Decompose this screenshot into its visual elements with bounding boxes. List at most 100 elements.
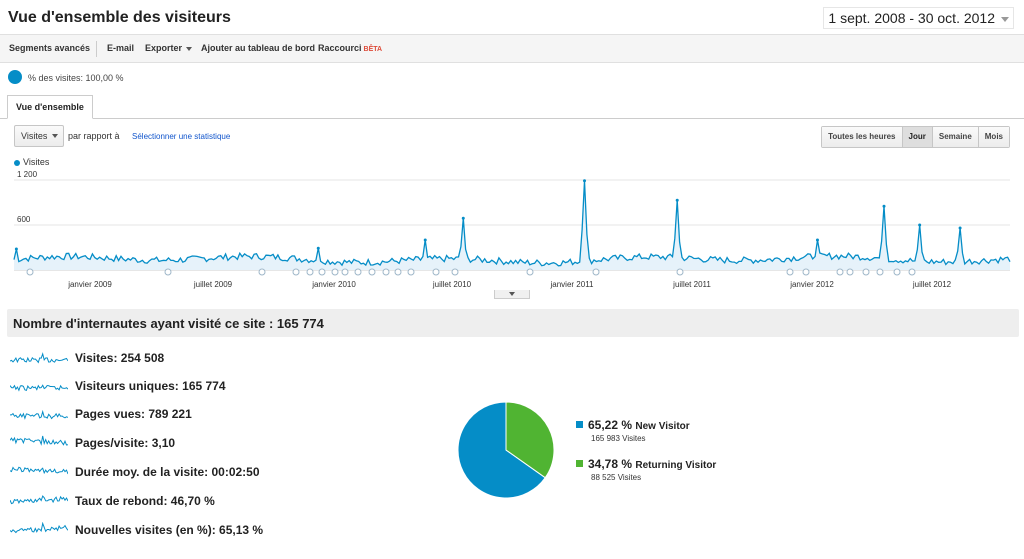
pie-chart-icon xyxy=(8,70,22,84)
shortcut-label: Raccourci xyxy=(318,43,362,53)
annotation-marker-icon[interactable] xyxy=(432,268,440,276)
x-tick-label: janvier 2011 xyxy=(550,280,595,289)
title-bar: Vue d'ensemble des visiteurs 1 sept. 200… xyxy=(0,0,1024,34)
annotation-marker-icon[interactable] xyxy=(331,268,339,276)
metric-row[interactable]: Pages/visite: 3,10 xyxy=(10,433,410,453)
pie-slice-returning-visitor[interactable] xyxy=(505,401,555,479)
sparkline-icon xyxy=(10,522,68,534)
metric-unique-visitors: Visiteurs uniques: 165 774 xyxy=(75,379,226,393)
sparkline-icon xyxy=(10,466,68,475)
annotation-marker-icon[interactable] xyxy=(876,268,884,276)
annotation-marker-icon[interactable] xyxy=(786,268,794,276)
annotation-marker-icon[interactable] xyxy=(258,268,266,276)
visits-series-line xyxy=(13,180,1011,267)
granularity-week-button[interactable]: Semaine xyxy=(931,127,978,147)
metric-select[interactable]: Visites xyxy=(14,125,64,147)
advanced-segments-button[interactable]: Segments avancés xyxy=(9,43,91,53)
select-metric-link[interactable]: Sélectionner une statistique xyxy=(132,132,231,141)
export-button[interactable]: Exporter xyxy=(145,43,193,53)
chart-legend: Visites xyxy=(14,157,49,167)
annotation-marker-icon[interactable] xyxy=(451,268,459,276)
peak-point[interactable] xyxy=(14,247,18,251)
date-range-label: 1 sept. 2008 - 30 oct. 2012 xyxy=(828,10,995,26)
peak-point[interactable] xyxy=(675,198,679,202)
tab-overview[interactable]: Vue d'ensemble xyxy=(7,95,93,119)
metric-row[interactable]: Pages vues: 789 221 xyxy=(10,404,410,424)
granularity-switcher: Toutes les heures Jour Semaine Mois xyxy=(821,126,1010,148)
annotation-marker-icon[interactable] xyxy=(893,268,901,276)
annotation-marker-icon[interactable] xyxy=(526,268,534,276)
sparkline-icon xyxy=(10,384,68,392)
granularity-month-button[interactable]: Mois xyxy=(977,127,1009,147)
new-visitor-visits: 165 983 Visites xyxy=(591,434,646,443)
peak-point[interactable] xyxy=(583,179,587,183)
metric-row[interactable]: Durée moy. de la visite: 00:02:50 xyxy=(10,462,410,482)
annotation-marker-icon[interactable] xyxy=(908,268,916,276)
annotation-marker-icon[interactable] xyxy=(802,268,810,276)
annotation-marker-icon[interactable] xyxy=(292,268,300,276)
returning-visitor-label: Returning Visitor xyxy=(635,460,717,471)
granularity-hourly-button[interactable]: Toutes les heures xyxy=(822,127,902,147)
annotation-marker-icon[interactable] xyxy=(164,268,172,276)
annotation-marker-icon[interactable] xyxy=(862,268,870,276)
peak-point[interactable] xyxy=(461,216,465,220)
annotation-marker-icon[interactable] xyxy=(368,268,376,276)
returning-visitor-visits: 88 525 Visites xyxy=(591,473,642,482)
metric-row[interactable]: Nouvelles visites (en %): 65,13 % xyxy=(10,520,410,540)
y-tick-label: 600 xyxy=(17,215,31,224)
annotation-marker-icon[interactable] xyxy=(394,268,402,276)
peak-point[interactable] xyxy=(918,223,922,227)
peak-point[interactable] xyxy=(316,246,320,250)
annotation-marker-icon[interactable] xyxy=(26,268,34,276)
report-toolbar: Segments avancés E-mail Exporter Ajouter… xyxy=(0,34,1024,63)
metric-row[interactable]: Taux de rebond: 46,70 % xyxy=(10,491,410,511)
peak-point[interactable] xyxy=(815,238,819,242)
annotation-marker-icon[interactable] xyxy=(592,268,600,276)
metric-avg-duration: Durée moy. de la visite: 00:02:50 xyxy=(75,465,260,479)
export-label: Exporter xyxy=(145,43,183,53)
visits-area-fill xyxy=(14,180,1010,270)
annotation-marker-icon[interactable] xyxy=(836,268,844,276)
annotation-marker-icon[interactable] xyxy=(407,268,415,276)
pie-slice-new-visitor[interactable] xyxy=(457,401,546,499)
legend-series-name: Visites xyxy=(23,157,50,167)
metric-row[interactable]: Visiteurs uniques: 165 774 xyxy=(10,376,410,396)
returning-visitor-pct: 34,78 % xyxy=(588,457,633,471)
annotation-marker-icon[interactable] xyxy=(318,268,326,276)
date-range-picker[interactable]: 1 sept. 2008 - 30 oct. 2012 xyxy=(823,7,1014,29)
peak-point[interactable] xyxy=(882,204,886,208)
toolbar-divider xyxy=(96,41,97,57)
x-tick-label: janvier 2012 xyxy=(789,280,834,289)
sparkline-path xyxy=(10,352,68,364)
chevron-down-icon xyxy=(186,46,193,51)
add-to-dashboard-button[interactable]: Ajouter au tableau de bord xyxy=(201,43,316,53)
annotation-marker-icon[interactable] xyxy=(354,268,362,276)
metric-bounce-rate: Taux de rebond: 46,70 % xyxy=(75,494,215,508)
segment-percentage: % des visites: 100,00 % xyxy=(28,73,124,83)
sparkline-path xyxy=(10,409,68,420)
chevron-down-icon xyxy=(509,292,515,296)
chart-expand-handle[interactable] xyxy=(494,290,530,299)
sparkline-path xyxy=(10,522,68,534)
x-tick-label: janvier 2010 xyxy=(311,280,356,289)
peak-point[interactable] xyxy=(958,226,962,230)
annotation-marker-icon[interactable] xyxy=(676,268,684,276)
annotation-marker-icon[interactable] xyxy=(341,268,349,276)
peak-point[interactable] xyxy=(423,238,427,242)
new-visitor-pct: 65,22 % xyxy=(588,418,633,432)
compare-label: par rapport à xyxy=(68,131,120,141)
visits-line-chart[interactable]: 1 200 600 janvier 2009 juillet 2009 janvier … xyxy=(0,168,1024,300)
annotation-marker-icon[interactable] xyxy=(382,268,390,276)
sparkline-path xyxy=(10,435,68,446)
email-button[interactable]: E-mail xyxy=(107,43,135,53)
granularity-day-button[interactable]: Jour xyxy=(901,127,932,147)
annotation-marker-icon[interactable] xyxy=(846,268,854,276)
metric-select-value: Visites xyxy=(21,131,48,141)
annotation-marker-icon[interactable] xyxy=(306,268,314,276)
shortcut-button[interactable]: Raccourci BÊTA xyxy=(318,43,382,53)
metric-row[interactable]: Visites: 254 508 xyxy=(10,348,410,368)
x-tick-label: juillet 2010 xyxy=(432,280,472,289)
sparkline-icon xyxy=(10,435,68,446)
visitor-type-pie-chart[interactable] xyxy=(456,400,556,500)
summary-title: Nombre d'internautes ayant visité ce sit… xyxy=(13,316,324,331)
